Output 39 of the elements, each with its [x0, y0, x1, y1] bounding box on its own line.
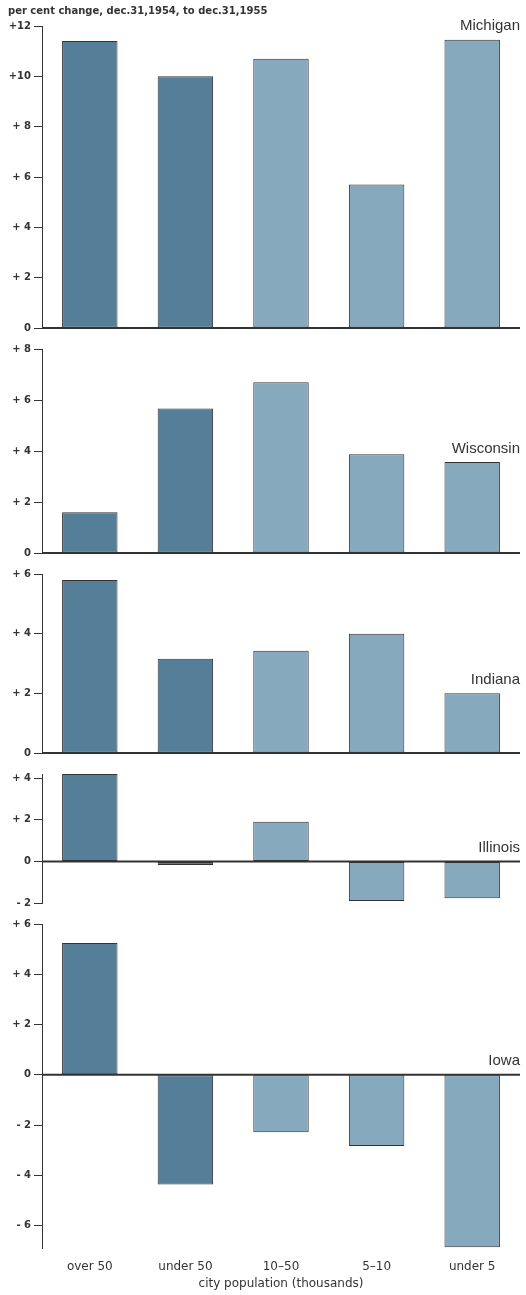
y-tick-label: - 6: [16, 1219, 32, 1231]
y-tick-label: + 2: [12, 271, 32, 283]
y-tick-label: +12: [8, 19, 32, 31]
y-tick-label: 0: [24, 854, 32, 866]
y-tick-label: 0: [24, 546, 32, 558]
text: Illinois: [478, 838, 520, 856]
text: Indiana: [470, 669, 521, 687]
y-tick-label: 0: [24, 321, 32, 333]
x-tick-label: under 50: [158, 1258, 213, 1273]
y-axis-title: per cent change, dec.31,1954, to dec.31,1955: [8, 4, 268, 16]
y-tick-label: - 4: [16, 1168, 32, 1180]
text: Iowa: [488, 1051, 521, 1069]
y-tick-label: + 8: [12, 120, 32, 132]
y-tick-label: + 4: [12, 220, 32, 232]
y-tick-label: + 2: [12, 813, 32, 825]
y-tick-label: + 6: [12, 170, 32, 182]
y-tick-label: +10: [8, 69, 32, 81]
y-tick-label: + 6: [12, 393, 32, 405]
y-tick-label: + 4: [12, 967, 32, 979]
y-tick-label: + 8: [12, 342, 32, 354]
y-tick-label: + 4: [12, 627, 32, 639]
y-tick-label: 0: [24, 1068, 32, 1080]
y-tick-label: - 2: [16, 1118, 32, 1130]
x-axis-title: city population (thousands): [198, 1275, 364, 1290]
y-tick-label: + 2: [12, 1018, 32, 1030]
text: Wisconsin: [451, 438, 520, 456]
y-tick-label: + 2: [12, 495, 32, 507]
x-tick-label: over 50: [66, 1258, 113, 1273]
chart-title: Michigan: [459, 16, 520, 34]
y-tick-label: 0: [24, 746, 32, 758]
y-tick-label: + 4: [12, 771, 32, 783]
y-tick-label: + 6: [12, 567, 32, 579]
y-tick-label: + 4: [12, 444, 32, 456]
x-tick-label: 10–50: [262, 1258, 300, 1273]
y-tick-label: - 2: [16, 896, 32, 908]
y-tick-label: + 6: [12, 917, 32, 929]
x-tick-label: under 5: [448, 1258, 496, 1273]
x-tick-label: 5–10: [362, 1258, 392, 1273]
y-tick-label: + 2: [12, 686, 32, 698]
